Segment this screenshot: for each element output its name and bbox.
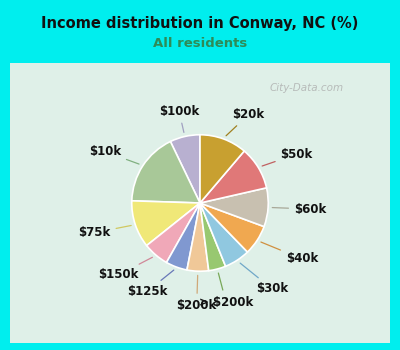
Wedge shape [200, 135, 244, 203]
Text: Income distribution in Conway, NC (%): Income distribution in Conway, NC (%) [41, 16, 359, 31]
Text: $100k: $100k [159, 105, 199, 132]
Text: $20k: $20k [226, 108, 265, 136]
Wedge shape [166, 203, 200, 270]
Wedge shape [200, 151, 266, 203]
Text: $40k: $40k [261, 242, 318, 265]
Text: City-Data.com: City-Data.com [269, 83, 344, 93]
Text: $10k: $10k [89, 145, 139, 164]
Text: $30k: $30k [240, 263, 288, 295]
Wedge shape [200, 203, 248, 266]
Wedge shape [200, 203, 226, 271]
Wedge shape [200, 188, 268, 226]
Wedge shape [170, 135, 200, 203]
Text: $200k: $200k [176, 275, 217, 312]
Wedge shape [132, 201, 200, 246]
Text: > $200k: > $200k [199, 273, 253, 309]
Wedge shape [147, 203, 200, 262]
Text: $50k: $50k [262, 148, 313, 166]
Text: $60k: $60k [272, 203, 326, 216]
Text: $125k: $125k [127, 270, 174, 298]
Text: All residents: All residents [153, 37, 247, 50]
Wedge shape [132, 141, 200, 203]
Wedge shape [187, 203, 209, 271]
Wedge shape [200, 203, 264, 252]
Text: $75k: $75k [78, 225, 131, 239]
Text: $150k: $150k [98, 257, 152, 281]
